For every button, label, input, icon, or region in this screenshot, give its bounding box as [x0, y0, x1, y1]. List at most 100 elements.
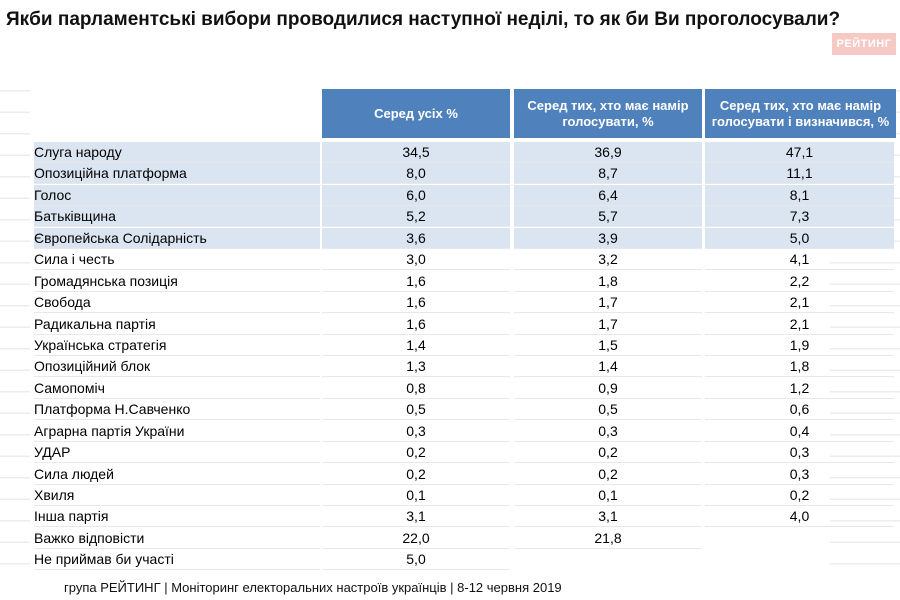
background-grid-left [0, 70, 30, 575]
table-row: Радикальна партія 1,6 1,7 2,1 [34, 314, 896, 335]
value-all: 8,0 [322, 163, 510, 185]
party-name: Важко відповісти [34, 528, 320, 549]
value-decided: 11,1 [705, 163, 894, 185]
value-intend: 8,7 [514, 163, 702, 185]
table-row: Українська стратегія 1,4 1,5 1,9 [34, 335, 896, 356]
value-all: 5,2 [322, 206, 510, 228]
value-decided: 7,3 [705, 206, 894, 228]
party-name: Самопоміч [34, 378, 320, 399]
table-row: Важко відповісти 22,0 21,8 [34, 528, 896, 549]
party-name: Аграрна партія України [34, 421, 320, 442]
value-all: 6,0 [322, 184, 510, 206]
table-row: Свобода 1,6 1,7 2,1 [34, 292, 896, 314]
table-row: Опозиційна платформа 8,0 8,7 11,1 [34, 163, 896, 185]
value-intend: 6,4 [514, 184, 702, 206]
value-intend [514, 549, 702, 569]
value-all: 1,3 [322, 356, 510, 378]
value-intend: 3,1 [514, 506, 702, 528]
table-row: Європейська Солідарність 3,6 3,9 5,0 [34, 227, 896, 249]
value-all: 0,5 [322, 399, 510, 421]
value-all: 0,1 [322, 485, 510, 506]
value-decided: 2,2 [705, 271, 894, 292]
value-all: 3,1 [322, 506, 510, 528]
footer-source: група РЕЙТИНГ | Моніторинг електоральних… [64, 580, 562, 595]
value-decided: 0,6 [705, 399, 894, 421]
party-name: Платформа Н.Савченко [34, 399, 320, 421]
table-row: Не приймав би участі 5,0 [34, 549, 896, 571]
table-row: Самопоміч 0,8 0,9 1,2 [34, 378, 896, 399]
value-intend: 0,2 [514, 442, 702, 464]
value-intend: 0,3 [514, 421, 702, 442]
value-intend: 21,8 [514, 528, 702, 549]
value-intend: 1,5 [514, 335, 702, 356]
party-name: Радикальна партія [34, 314, 320, 335]
value-decided: 47,1 [705, 142, 894, 163]
value-intend: 1,7 [514, 314, 702, 335]
value-all: 22,0 [322, 528, 510, 549]
party-name: Слуга народу [34, 142, 320, 163]
party-name: Хвиля [34, 485, 320, 506]
value-intend: 36,9 [514, 142, 702, 163]
column-header-intend: Серед тих, хто має намір голосувати, % [514, 89, 702, 138]
party-name: Українська стратегія [34, 335, 320, 356]
party-name: Інша партія [34, 506, 320, 528]
value-all: 3,6 [322, 227, 510, 249]
table-row: Слуга народу 34,5 36,9 47,1 [34, 142, 896, 163]
party-name: Свобода [34, 292, 320, 314]
value-all: 0,3 [322, 421, 510, 442]
value-decided: 4,0 [705, 506, 894, 528]
value-all: 1,6 [322, 292, 510, 314]
value-decided: 0,2 [705, 485, 894, 506]
value-all: 1,6 [322, 314, 510, 335]
party-name: Опозиційний блок [34, 356, 320, 378]
party-name: Голос [34, 184, 320, 206]
party-name: УДАР [34, 442, 320, 464]
column-header-decided: Серед тих, хто має намір голосувати і ви… [705, 89, 896, 138]
table-row: Опозиційний блок 1,3 1,4 1,8 [34, 356, 896, 378]
value-intend: 0,5 [514, 399, 702, 421]
table-row: УДАР 0,2 0,2 0,3 [34, 442, 896, 464]
value-intend: 0,9 [514, 378, 702, 399]
value-all: 0,2 [322, 442, 510, 464]
table-row: Хвиля 0,1 0,1 0,2 [34, 485, 896, 506]
value-intend: 0,2 [514, 464, 702, 485]
value-all: 34,5 [322, 142, 510, 163]
party-name: Громадянська позиція [34, 271, 320, 292]
value-decided: 4,1 [705, 249, 894, 271]
value-all: 0,8 [322, 378, 510, 399]
value-decided: 1,8 [705, 356, 894, 378]
value-intend: 1,7 [514, 292, 702, 314]
value-decided: 0,4 [705, 421, 894, 442]
value-intend: 3,2 [514, 249, 702, 271]
party-name: Європейська Солідарність [34, 227, 320, 249]
value-decided: 5,0 [705, 227, 894, 249]
party-name: Сила і честь [34, 249, 320, 271]
rating-logo: РЕЙТИНГ [832, 33, 896, 55]
value-intend: 1,4 [514, 356, 702, 378]
value-decided [705, 549, 894, 569]
value-all: 1,4 [322, 335, 510, 356]
party-name: Опозиційна платформа [34, 163, 320, 185]
value-decided: 8,1 [705, 184, 894, 206]
table-row: Аграрна партія України 0,3 0,3 0,4 [34, 421, 896, 442]
value-intend: 0,1 [514, 485, 702, 506]
value-decided: 2,1 [705, 314, 894, 335]
table-row: Голос 6,0 6,4 8,1 [34, 184, 896, 206]
value-decided: 1,2 [705, 378, 894, 399]
table-row: Сила і честь 3,0 3,2 4,1 [34, 249, 896, 271]
value-intend: 1,8 [514, 271, 702, 292]
value-all: 0,2 [322, 464, 510, 485]
value-intend: 5,7 [514, 206, 702, 228]
value-decided: 0,3 [705, 442, 894, 464]
value-all: 1,6 [322, 271, 510, 292]
table-row: Інша партія 3,1 3,1 4,0 [34, 506, 896, 528]
page-title: Якби парламентські вибори проводилися на… [6, 9, 841, 30]
value-decided [705, 528, 894, 548]
column-header-all: Серед усіх % [322, 89, 510, 138]
table-row: Сила людей 0,2 0,2 0,3 [34, 464, 896, 485]
value-decided: 2,1 [705, 292, 894, 314]
party-name: Батьківщина [34, 206, 320, 228]
value-intend: 3,9 [514, 227, 702, 249]
results-table: Слуга народу 34,5 36,9 47,1 Опозиційна платф… [34, 142, 896, 571]
value-all: 5,0 [322, 549, 510, 571]
